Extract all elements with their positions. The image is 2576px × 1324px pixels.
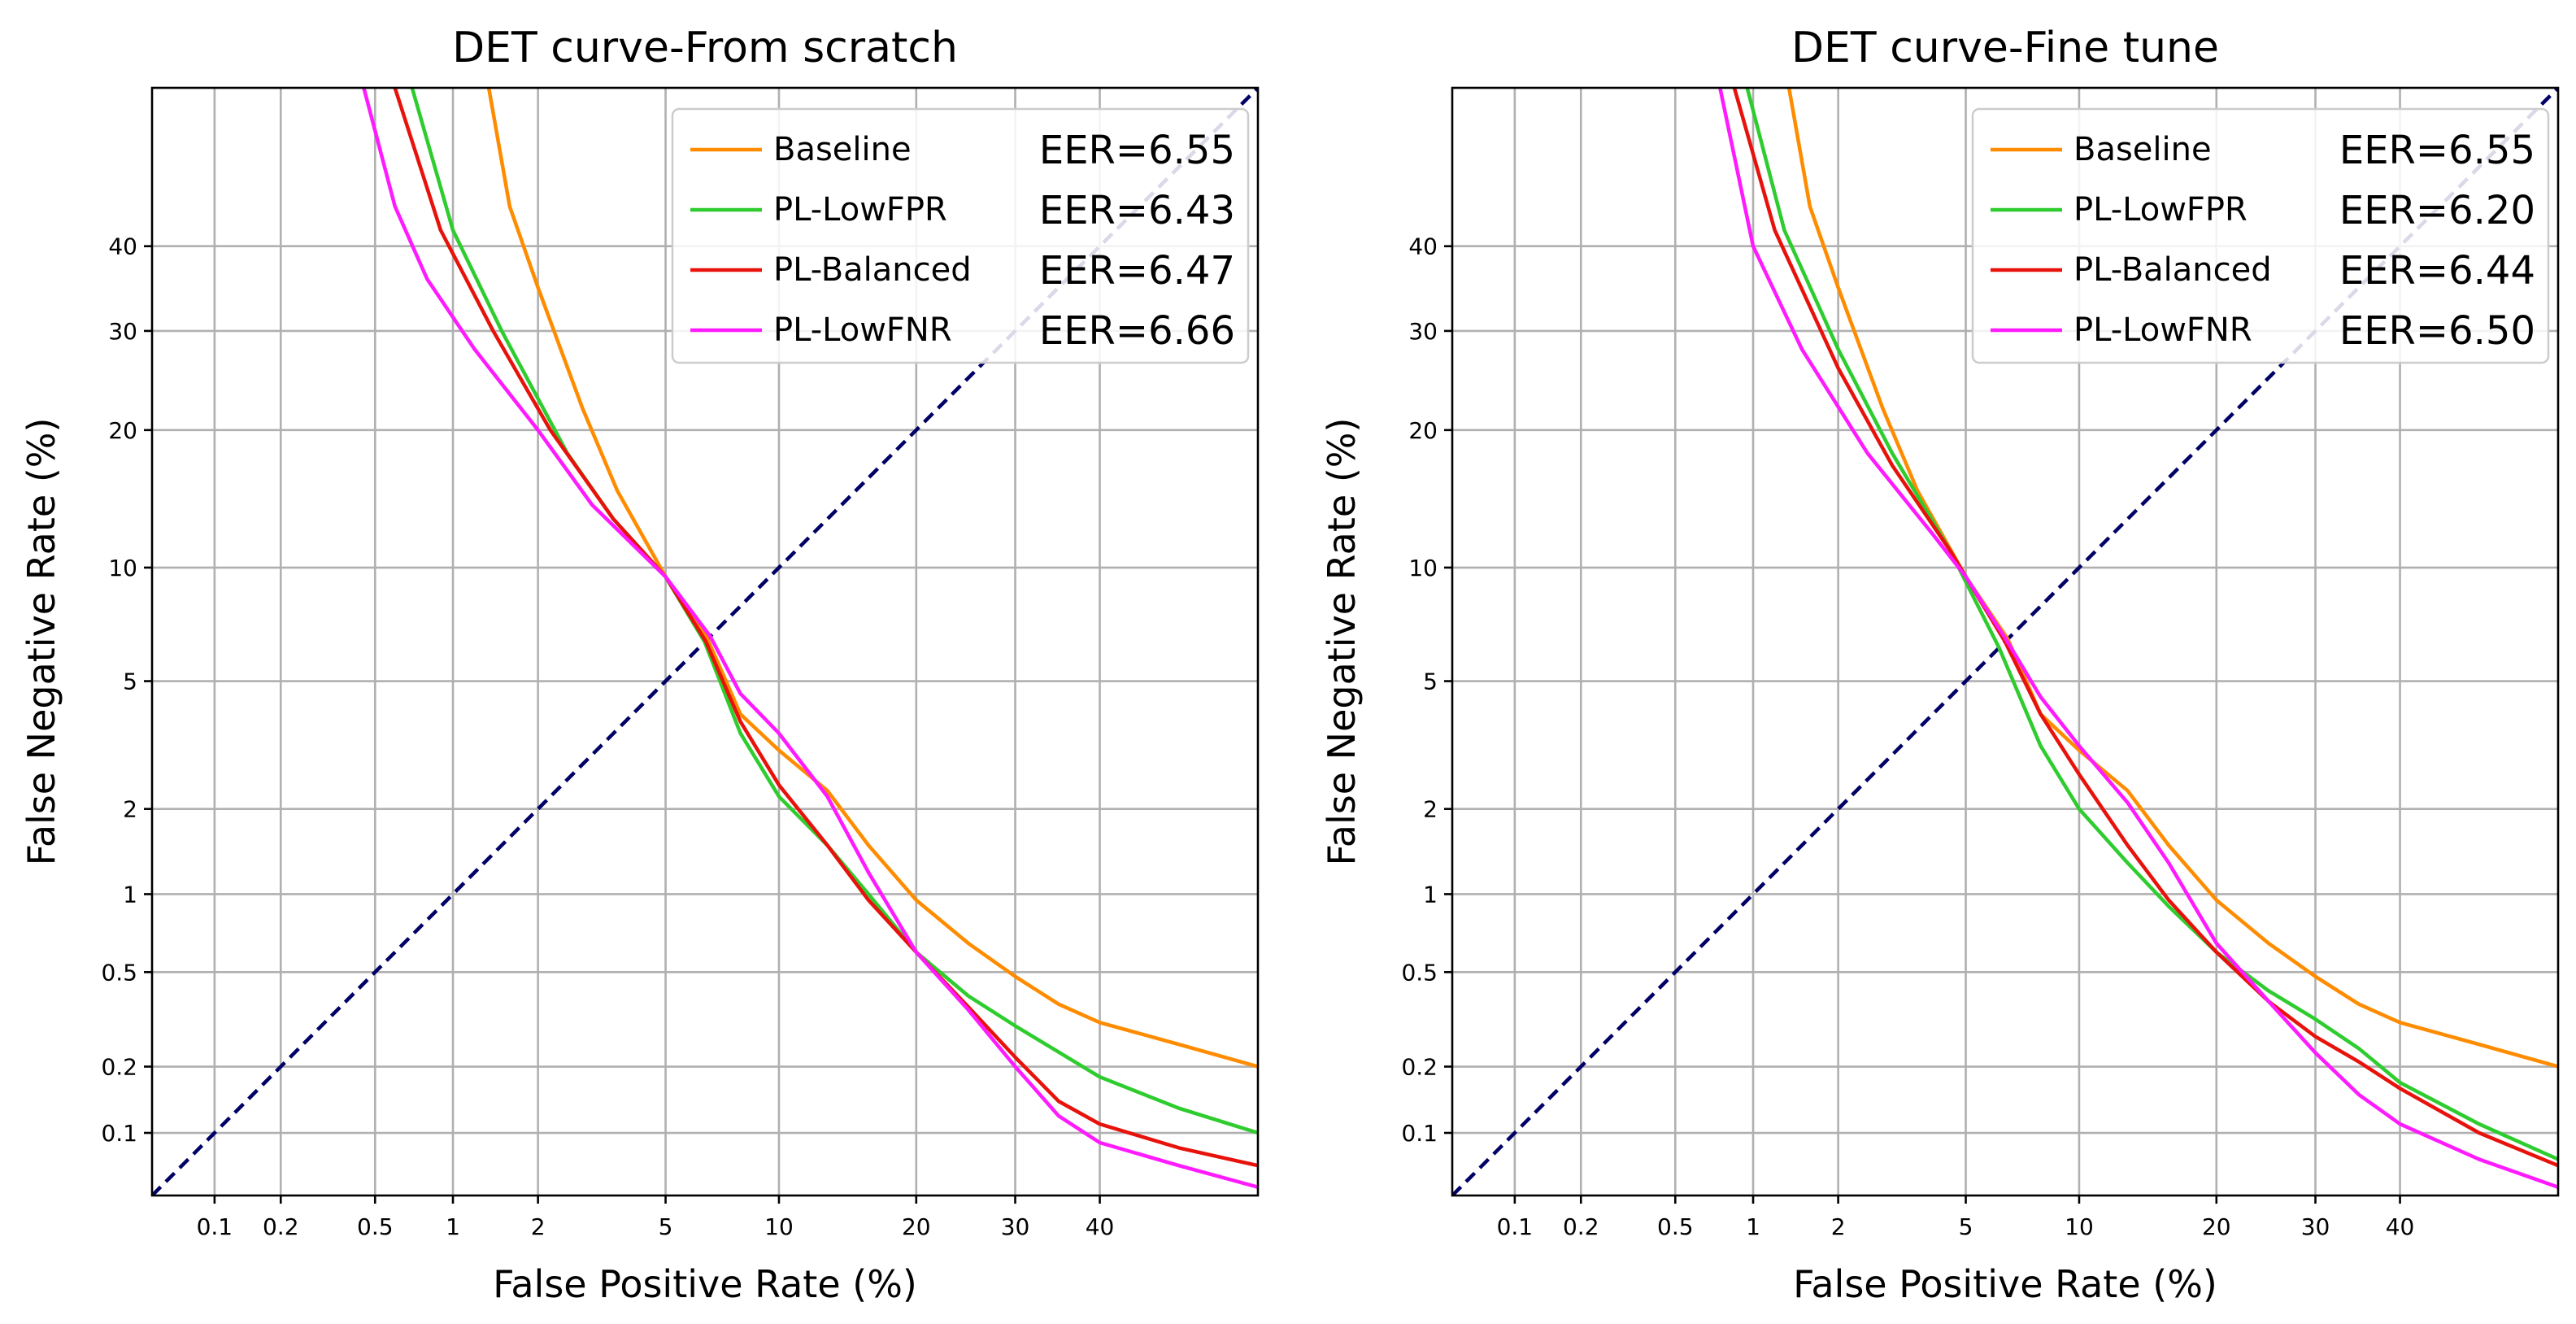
series-line-pl-lowfpr — [1745, 88, 2558, 1161]
y-tick-label: 0.2 — [1401, 1054, 1438, 1081]
legend-eer-baseline: EER=6.55 — [2339, 128, 2535, 173]
legend-eer-pl-lowfpr: EER=6.43 — [1039, 188, 1235, 233]
y-tick-label: 20 — [1408, 417, 1438, 444]
series-line-pl-lowfnr — [1718, 88, 2558, 1189]
x-tick-label: 30 — [1001, 1213, 1030, 1240]
legend-eer-pl-lowfpr: EER=6.20 — [2339, 188, 2535, 233]
legend-label-pl-balanced: PL-Balanced — [2073, 251, 2272, 289]
y-axis-label: False Negative Rate (%) — [20, 418, 63, 866]
legend-box — [671, 107, 1250, 364]
series-line-pl-balanced — [393, 88, 1258, 1168]
series-line-pl-lowfnr — [362, 88, 1258, 1189]
x-tick-label: 10 — [764, 1213, 794, 1240]
x-tick-label: 0.5 — [357, 1213, 394, 1240]
y-tick-label: 20 — [108, 417, 137, 444]
x-tick-label: 2 — [531, 1213, 546, 1240]
x-axis-label: False Positive Rate (%) — [493, 1262, 917, 1306]
x-tick-label: 1 — [446, 1213, 460, 1240]
x-tick-label: 1 — [1746, 1213, 1760, 1240]
y-tick-label: 2 — [1423, 796, 1438, 823]
y-tick-label: 1 — [1423, 881, 1438, 908]
y-axis-label: False Negative Rate (%) — [1320, 418, 1364, 866]
x-tick-label: 5 — [659, 1213, 673, 1240]
x-axis-label: False Positive Rate (%) — [1793, 1262, 2217, 1306]
x-tick-label: 0.2 — [1563, 1213, 1599, 1240]
legend: Baseline EER=6.55 PL-LowFPR EER=6.43 PL-Bala… — [671, 107, 1250, 364]
y-tick-label: 0.5 — [1401, 959, 1438, 986]
x-tick-label: 0.2 — [263, 1213, 299, 1240]
x-tick-label: 20 — [2202, 1213, 2231, 1240]
x-tick-label: 10 — [2065, 1213, 2094, 1240]
series-line-pl-lowfpr — [410, 88, 1258, 1135]
legend-eer-pl-lowfnr: EER=6.50 — [2339, 308, 2535, 354]
plot-frame — [150, 86, 1260, 1197]
x-tick-label: 20 — [902, 1213, 931, 1240]
y-tick-label: 5 — [1423, 669, 1438, 695]
det-panel-from-scratch: 0.1 0.2 0.5 1 2 5 10 20 30 40 0.1 0.2 0.5 1 2 5 10 20 30 40… — [20, 24, 1260, 1306]
y-tick-label: 2 — [123, 796, 137, 823]
x-tick-label: 0.5 — [1657, 1213, 1694, 1240]
x-tick-label: 30 — [2301, 1213, 2330, 1240]
legend-eer-pl-lowfnr: EER=6.66 — [1039, 308, 1235, 354]
legend-label-pl-lowfpr: PL-LowFPR — [2073, 191, 2247, 229]
legend-label-pl-balanced: PL-Balanced — [773, 251, 972, 289]
x-tick-label: 0.1 — [197, 1213, 233, 1240]
y-tick-label: 40 — [108, 233, 137, 260]
chart-title: DET curve-Fine tune — [1791, 24, 2219, 72]
legend-box — [1971, 107, 2550, 364]
y-tick-label: 0.1 — [1401, 1120, 1438, 1147]
series-line-baseline — [1786, 88, 2558, 1069]
series-line-baseline — [486, 88, 1258, 1069]
legend-eer-pl-balanced: EER=6.44 — [2339, 248, 2535, 294]
y-tick-label: 30 — [108, 318, 137, 345]
y-tick-label: 0.2 — [101, 1054, 137, 1081]
chart-title: DET curve-From scratch — [452, 24, 958, 72]
legend-label-baseline: Baseline — [773, 131, 912, 168]
legend: Baseline EER=6.55 PL-LowFPR EER=6.20 PL-Bala… — [1971, 107, 2550, 364]
y-tick-label: 10 — [1408, 555, 1438, 581]
grid — [152, 88, 1258, 1196]
legend-eer-baseline: EER=6.55 — [1039, 128, 1235, 173]
x-tick-label: 0.1 — [1497, 1213, 1534, 1240]
legend-label-baseline: Baseline — [2073, 131, 2212, 168]
series-line-pl-balanced — [1732, 88, 2558, 1168]
y-tick-label: 0.5 — [101, 959, 137, 986]
det-panel-fine-tune: 0.1 0.2 0.5 1 2 5 10 20 30 40 0.1 0.2 0.5 1 2 5 10 20 30 40… — [1320, 24, 2560, 1306]
y-tick-label: 40 — [1408, 233, 1438, 260]
y-tick-label: 1 — [123, 881, 137, 908]
y-tick-label: 5 — [123, 669, 137, 695]
x-tick-label: 5 — [1959, 1213, 1973, 1240]
legend-label-pl-lowfnr: PL-LowFNR — [773, 311, 952, 349]
legend-label-pl-lowfpr: PL-LowFPR — [773, 191, 947, 229]
x-tick-label: 40 — [1086, 1213, 1115, 1240]
plot-frame — [1451, 86, 2560, 1197]
x-tick-label: 2 — [1831, 1213, 1846, 1240]
x-tick-label: 40 — [2386, 1213, 2415, 1240]
legend-label-pl-lowfnr: PL-LowFNR — [2073, 311, 2252, 349]
legend-eer-pl-balanced: EER=6.47 — [1039, 248, 1235, 294]
y-tick-label: 30 — [1408, 318, 1438, 345]
y-tick-label: 0.1 — [101, 1120, 137, 1147]
y-tick-label: 10 — [108, 555, 137, 581]
